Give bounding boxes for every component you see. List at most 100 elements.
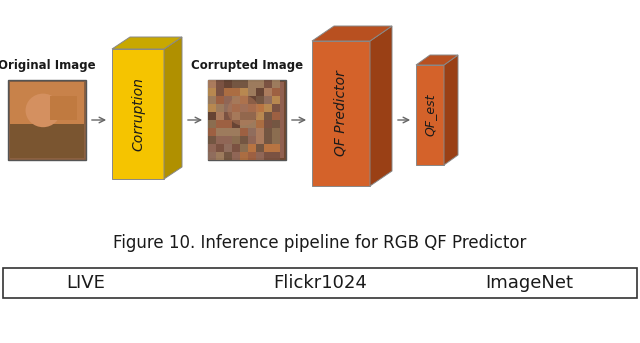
Bar bbox=[232, 144, 240, 152]
Bar bbox=[256, 96, 264, 104]
Bar bbox=[256, 88, 264, 96]
Bar bbox=[256, 104, 264, 112]
Bar bbox=[264, 88, 272, 96]
Bar bbox=[224, 104, 232, 112]
Ellipse shape bbox=[227, 95, 259, 126]
Bar bbox=[224, 136, 232, 144]
Bar bbox=[50, 96, 77, 120]
Bar bbox=[232, 120, 240, 128]
Bar bbox=[272, 136, 280, 144]
Bar bbox=[216, 112, 224, 120]
Bar bbox=[232, 80, 240, 88]
Polygon shape bbox=[416, 65, 444, 165]
Bar bbox=[240, 80, 248, 88]
Text: Flickr1024: Flickr1024 bbox=[273, 274, 367, 292]
Text: QF Predictor: QF Predictor bbox=[334, 71, 348, 156]
Bar bbox=[256, 136, 264, 144]
Bar bbox=[216, 136, 224, 144]
Polygon shape bbox=[112, 49, 164, 179]
Polygon shape bbox=[444, 55, 458, 165]
Bar bbox=[248, 120, 256, 128]
Bar bbox=[224, 96, 232, 104]
Bar bbox=[264, 136, 272, 144]
Bar bbox=[208, 152, 216, 160]
Bar bbox=[208, 80, 286, 160]
Bar bbox=[224, 112, 232, 120]
Bar bbox=[248, 96, 256, 104]
Bar bbox=[210, 82, 284, 158]
Bar bbox=[224, 152, 232, 160]
Bar bbox=[272, 104, 280, 112]
Bar bbox=[272, 112, 280, 120]
Text: Figure 10. Inference pipeline for RGB QF Predictor: Figure 10. Inference pipeline for RGB QF… bbox=[113, 234, 527, 252]
Bar bbox=[216, 104, 224, 112]
Bar bbox=[232, 88, 240, 96]
Bar bbox=[256, 112, 264, 120]
Bar bbox=[240, 112, 248, 120]
Bar bbox=[256, 152, 264, 160]
Bar bbox=[248, 128, 256, 136]
Bar bbox=[248, 88, 256, 96]
Bar bbox=[256, 128, 264, 136]
Bar bbox=[256, 120, 264, 128]
Bar bbox=[240, 144, 248, 152]
Polygon shape bbox=[370, 26, 392, 186]
Bar bbox=[224, 120, 232, 128]
Bar bbox=[248, 80, 256, 88]
Bar bbox=[240, 88, 248, 96]
Bar bbox=[264, 152, 272, 160]
Bar bbox=[232, 104, 240, 112]
Bar bbox=[240, 120, 248, 128]
Bar bbox=[232, 112, 240, 120]
Text: Corrupted Image: Corrupted Image bbox=[191, 59, 303, 72]
Bar bbox=[208, 80, 216, 88]
Bar bbox=[208, 88, 216, 96]
Bar bbox=[264, 128, 272, 136]
Bar bbox=[272, 96, 280, 104]
Bar bbox=[240, 152, 248, 160]
Text: LIVE: LIVE bbox=[66, 274, 105, 292]
Bar bbox=[240, 128, 248, 136]
Polygon shape bbox=[416, 55, 458, 65]
Bar bbox=[248, 136, 256, 144]
Polygon shape bbox=[312, 41, 370, 186]
Bar bbox=[224, 128, 232, 136]
Bar bbox=[240, 96, 248, 104]
Bar bbox=[3, 268, 637, 298]
Bar bbox=[232, 136, 240, 144]
Bar bbox=[8, 80, 86, 160]
Bar bbox=[264, 104, 272, 112]
Bar bbox=[256, 80, 264, 88]
Bar bbox=[208, 144, 216, 152]
Bar bbox=[208, 96, 216, 104]
Bar bbox=[224, 144, 232, 152]
Bar bbox=[208, 104, 216, 112]
Bar bbox=[264, 144, 272, 152]
Text: Corruption: Corruption bbox=[131, 77, 145, 151]
Bar bbox=[232, 152, 240, 160]
Bar bbox=[232, 128, 240, 136]
Bar bbox=[240, 136, 248, 144]
Bar bbox=[248, 112, 256, 120]
Bar bbox=[216, 88, 224, 96]
Polygon shape bbox=[112, 37, 182, 49]
Bar bbox=[272, 80, 280, 88]
Polygon shape bbox=[164, 37, 182, 179]
Bar bbox=[264, 112, 272, 120]
Bar bbox=[208, 112, 216, 120]
Bar bbox=[272, 128, 280, 136]
Text: ImageNet: ImageNet bbox=[485, 274, 573, 292]
Bar bbox=[248, 104, 256, 112]
Bar bbox=[208, 136, 216, 144]
Bar bbox=[224, 88, 232, 96]
Bar bbox=[256, 144, 264, 152]
Bar bbox=[272, 144, 280, 152]
Bar bbox=[272, 120, 280, 128]
Bar bbox=[240, 104, 248, 112]
Bar bbox=[248, 144, 256, 152]
Bar bbox=[208, 120, 216, 128]
Bar bbox=[272, 88, 280, 96]
Bar bbox=[216, 128, 224, 136]
Bar bbox=[248, 152, 256, 160]
Polygon shape bbox=[312, 26, 392, 41]
